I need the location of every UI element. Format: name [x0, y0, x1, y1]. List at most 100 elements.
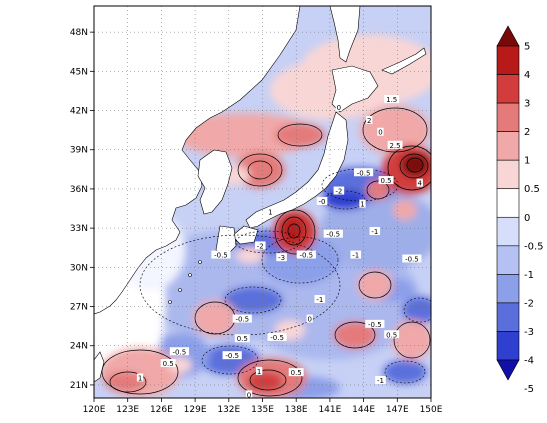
colorbar-segment [496, 102, 520, 132]
contour-label: 0.5 [380, 177, 391, 185]
colorbar-top-triangle [496, 25, 520, 47]
contour-label-bg [245, 390, 253, 399]
lon-tick-label: 135E [251, 405, 274, 415]
colorbar-segment [496, 302, 520, 332]
lon-tick-label: 150E [420, 405, 443, 415]
colorbar-label: 3 [524, 99, 530, 110]
contour-label: -0.5 [357, 169, 371, 177]
contour-label: -1 [371, 228, 378, 236]
colorbar-segment [496, 74, 520, 104]
lat-tick-label: 45N [70, 67, 88, 77]
contour-label-bg [255, 366, 263, 375]
colorbar-label: -2 [524, 298, 534, 309]
lon-tick-label: 147E [386, 405, 409, 415]
colorbar-segment [496, 331, 520, 361]
contour-label: 0.5 [386, 331, 397, 339]
colorbar-segment [496, 45, 520, 75]
contour-label-bg [316, 197, 328, 205]
colorbar: 5 4 3 2 1 0.5 0 -0.5 -1 -2 -3 -4 -5 [496, 25, 544, 395]
contour-label: -0.5 [173, 348, 187, 356]
contour-label-bg [359, 199, 366, 208]
contour-label-bg [378, 176, 394, 185]
lon-tick-label: 138E [285, 405, 308, 415]
lat-tick-label: 27N [70, 303, 88, 313]
contour-label-bg [254, 241, 266, 250]
contour-label-bg [354, 168, 374, 177]
contour-label: 0.5 [237, 335, 248, 343]
colorbar-segment [496, 216, 520, 247]
lon-tick-label: 144E [352, 405, 375, 415]
contour-label-bg [384, 330, 400, 339]
contour-label-bg [402, 254, 422, 263]
contour-label-bg [288, 368, 304, 377]
land-masses [94, 6, 427, 383]
colorbar-label: 2 [524, 127, 530, 138]
contour-label: -2 [257, 242, 264, 250]
lat-tick-label: 33N [70, 224, 88, 234]
contour-label-bg [267, 332, 287, 341]
contour-label-bg [335, 102, 343, 111]
lat-tick-label: 24N [70, 342, 88, 352]
contour-label-bg [375, 376, 386, 385]
lon-tick-label: 123E [116, 405, 139, 415]
lat-tick-label: 30N [70, 263, 88, 273]
contour-label: 0 [247, 391, 251, 399]
contour-label: 0 [337, 104, 341, 112]
contour-label-bg [232, 314, 252, 323]
lon-tick-label: 120E [83, 405, 106, 415]
contour-label-bg [384, 95, 400, 104]
contour-label-bg [296, 250, 316, 259]
contour-label: 1.5 [386, 96, 397, 104]
contour-label: 0.5 [163, 360, 174, 368]
colorbar-label: 1 [524, 156, 530, 167]
contour-label: 0 [378, 129, 382, 137]
colorbar-label: -1 [524, 270, 534, 281]
contour-label: 2.5 [389, 142, 400, 150]
lat-tick-label: 42N [70, 107, 88, 117]
contour-label-bg [169, 347, 189, 356]
colorbar-label: -4 [524, 356, 534, 367]
lat-tick-label: 48N [70, 28, 88, 38]
colorbar-bottom-triangle [496, 359, 520, 381]
lon-tick-label: 132E [217, 405, 240, 415]
contour-label-bg [416, 178, 423, 187]
contour-label: 2 [367, 117, 371, 125]
contour-label-bg [306, 314, 313, 323]
contour-label: -1 [377, 377, 384, 385]
contour-label: -0 [319, 198, 326, 206]
contour-label-bg [211, 250, 231, 259]
contour-label-bg [267, 207, 274, 216]
contour-label-bg [369, 227, 381, 236]
contour-label: -0.5 [405, 255, 419, 263]
colorbar-segment [496, 245, 520, 275]
longitude-axis: 120E 123E 126E 129E 132E 135E 138E 141E 144E 147E… [83, 398, 443, 415]
contour-label: -1 [352, 252, 359, 260]
contour-label-bg [365, 319, 385, 328]
contour-label-bg [366, 115, 373, 124]
contour-label-bg [314, 295, 326, 303]
lat-tick-label: 36N [70, 185, 88, 195]
contour-label-bg [377, 127, 384, 136]
contour-label: -0.5 [326, 231, 340, 239]
lon-tick-label: 126E [150, 405, 173, 415]
colorbar-segment [496, 131, 520, 161]
contour-label: 0 [307, 316, 311, 324]
contour-label: -0.5 [235, 316, 249, 324]
colorbar-label: 0 [524, 213, 530, 224]
contour-label-bg [160, 359, 176, 368]
contour-label-bg [350, 250, 362, 259]
contour-label: -0.5 [299, 252, 313, 260]
contour-label: -0.5 [270, 334, 284, 342]
colorbar-label: 5 [524, 42, 530, 53]
contour-label: -3 [278, 254, 285, 262]
contour-label-bg [234, 334, 250, 343]
contour-label: 0.5 [291, 369, 302, 377]
latitude-axis: 21N 24N 27N 30N 33N 36N 39N 42N 45N 48N [70, 28, 94, 391]
colorbar-label: 4 [524, 70, 530, 81]
colorbar-segment [496, 188, 520, 218]
contour-label-bg [323, 229, 343, 238]
lon-tick-label: 129E [184, 405, 207, 415]
lat-tick-label: 39N [70, 146, 88, 156]
